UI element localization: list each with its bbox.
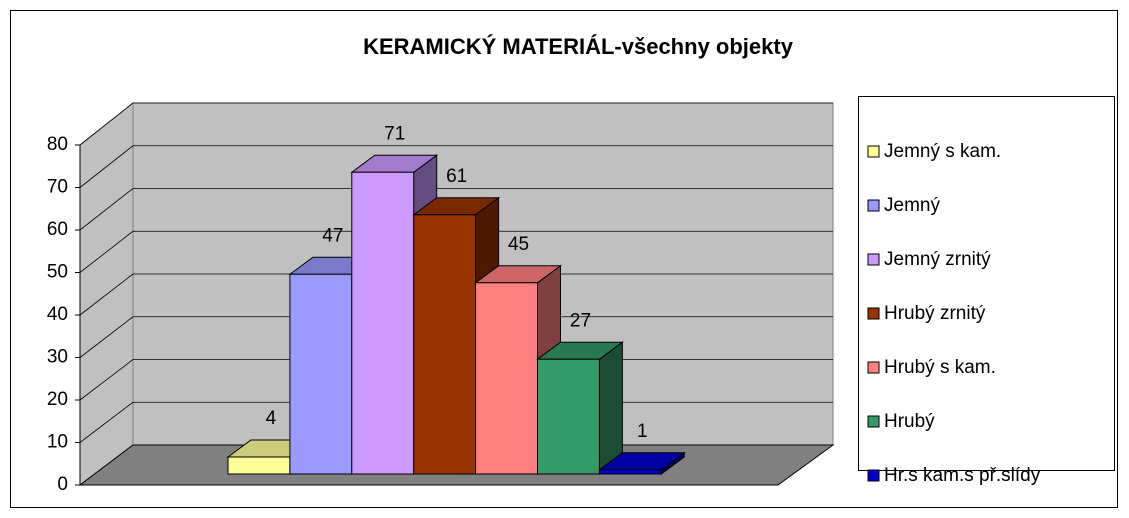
data-label: 1: [637, 421, 648, 442]
data-label: 71: [384, 123, 405, 144]
legend-swatch: [867, 199, 880, 212]
chart-title: KERAMICKÝ MATERIÁL-všechny objekty: [363, 34, 794, 59]
y-tick-label: 40: [47, 304, 68, 325]
legend-label: Hrubý s kam.: [884, 357, 996, 378]
legend-swatch: [867, 145, 880, 158]
legend-swatch: [867, 307, 880, 320]
grid-line: [79, 316, 134, 358]
legend-swatch: [867, 415, 880, 428]
bar: [537, 358, 600, 475]
y-tick-label: 10: [47, 432, 68, 453]
y-tick-label: 70: [47, 177, 68, 198]
grid-line: [79, 145, 134, 188]
legend-label: Jemný zrnitý: [884, 249, 991, 270]
grid-line: [79, 401, 134, 443]
data-label: 45: [508, 234, 529, 255]
data-label: 47: [322, 225, 343, 246]
grid-line: [79, 359, 134, 401]
y-tick-label: 30: [47, 347, 68, 368]
legend-label: Jemný: [884, 195, 940, 216]
bar: [351, 171, 415, 475]
bar: [227, 456, 291, 475]
data-label: 4: [266, 408, 277, 429]
grid-line: [79, 273, 134, 316]
legend-swatch: [867, 469, 880, 482]
legend-label: Hrubý: [884, 411, 935, 432]
grid-line: [79, 102, 134, 146]
y-tick-label: 60: [47, 219, 68, 240]
bar: [413, 214, 477, 475]
legend-swatch: [867, 361, 880, 374]
grid-line: [79, 230, 134, 273]
y-tick-label: 20: [47, 389, 68, 410]
legend-label: Hr.s kam.s př.slídy: [884, 465, 1041, 486]
legend-label: Hrubý zrnitý: [884, 303, 986, 324]
legend-label: Jemný s kam.: [884, 141, 1001, 162]
legend-swatch: [867, 253, 880, 266]
y-tick-label: 0: [57, 474, 68, 495]
bar-side: [598, 341, 623, 475]
y-tick-label: 80: [47, 134, 68, 155]
data-label: 27: [570, 310, 591, 331]
bar: [289, 273, 353, 475]
bar: [598, 469, 662, 475]
y-tick-label: 50: [47, 262, 68, 283]
bar: [475, 282, 539, 475]
grid-line: [79, 188, 134, 231]
legend: [858, 96, 1115, 471]
data-label: 61: [446, 166, 467, 187]
